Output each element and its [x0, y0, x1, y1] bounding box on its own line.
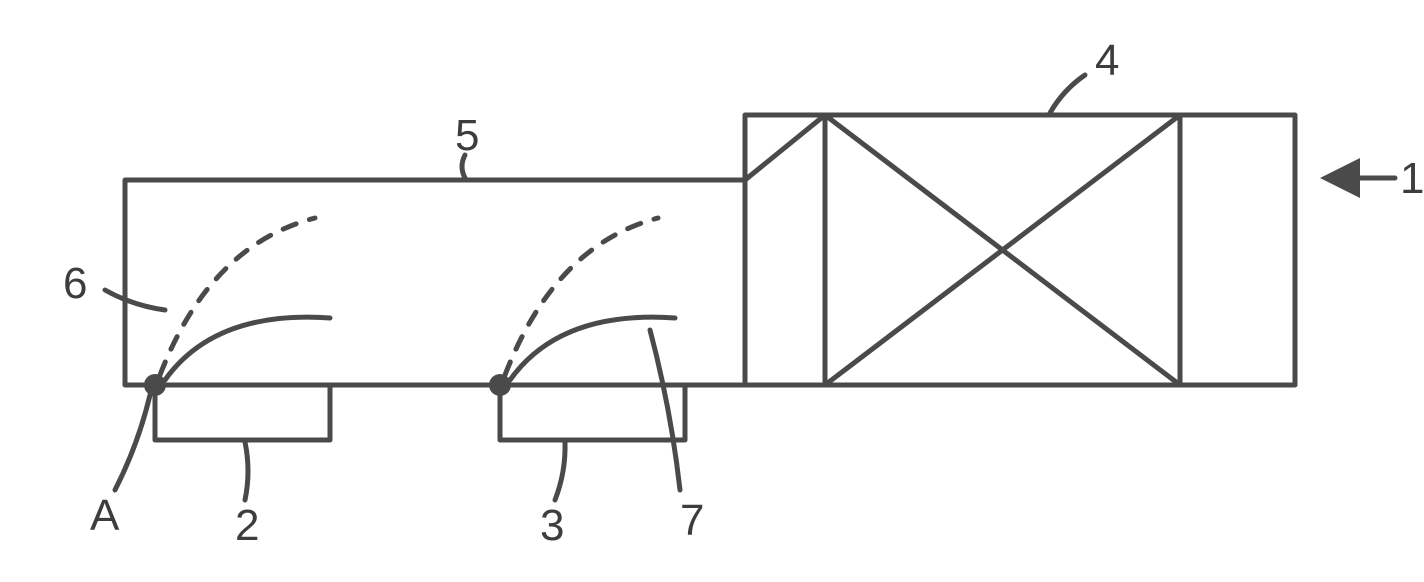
leader-7	[650, 330, 680, 490]
label-A: A	[90, 491, 120, 540]
leader-4	[1050, 75, 1085, 113]
label-4: 4	[1095, 36, 1119, 85]
leader-A	[115, 395, 150, 490]
leader-2	[245, 442, 248, 500]
label-1: 1	[1400, 154, 1424, 203]
label-3: 3	[540, 501, 564, 550]
arc-right-dashed	[505, 218, 658, 375]
arc-left-solid	[165, 317, 330, 380]
label-5: 5	[455, 111, 479, 160]
arc-right-solid	[510, 317, 675, 380]
label-7: 7	[680, 496, 704, 545]
arc-left-dashed	[160, 218, 315, 375]
hinge-dot-left	[144, 374, 166, 396]
leader-6	[105, 290, 165, 310]
slope-line	[745, 115, 825, 180]
tab-right	[500, 385, 685, 440]
hinge-dot-right	[489, 374, 511, 396]
label-2: 2	[235, 501, 259, 550]
label-6: 6	[63, 259, 87, 308]
tab-left	[155, 385, 330, 440]
leader-3	[555, 442, 565, 500]
body-left-rect	[125, 180, 745, 385]
